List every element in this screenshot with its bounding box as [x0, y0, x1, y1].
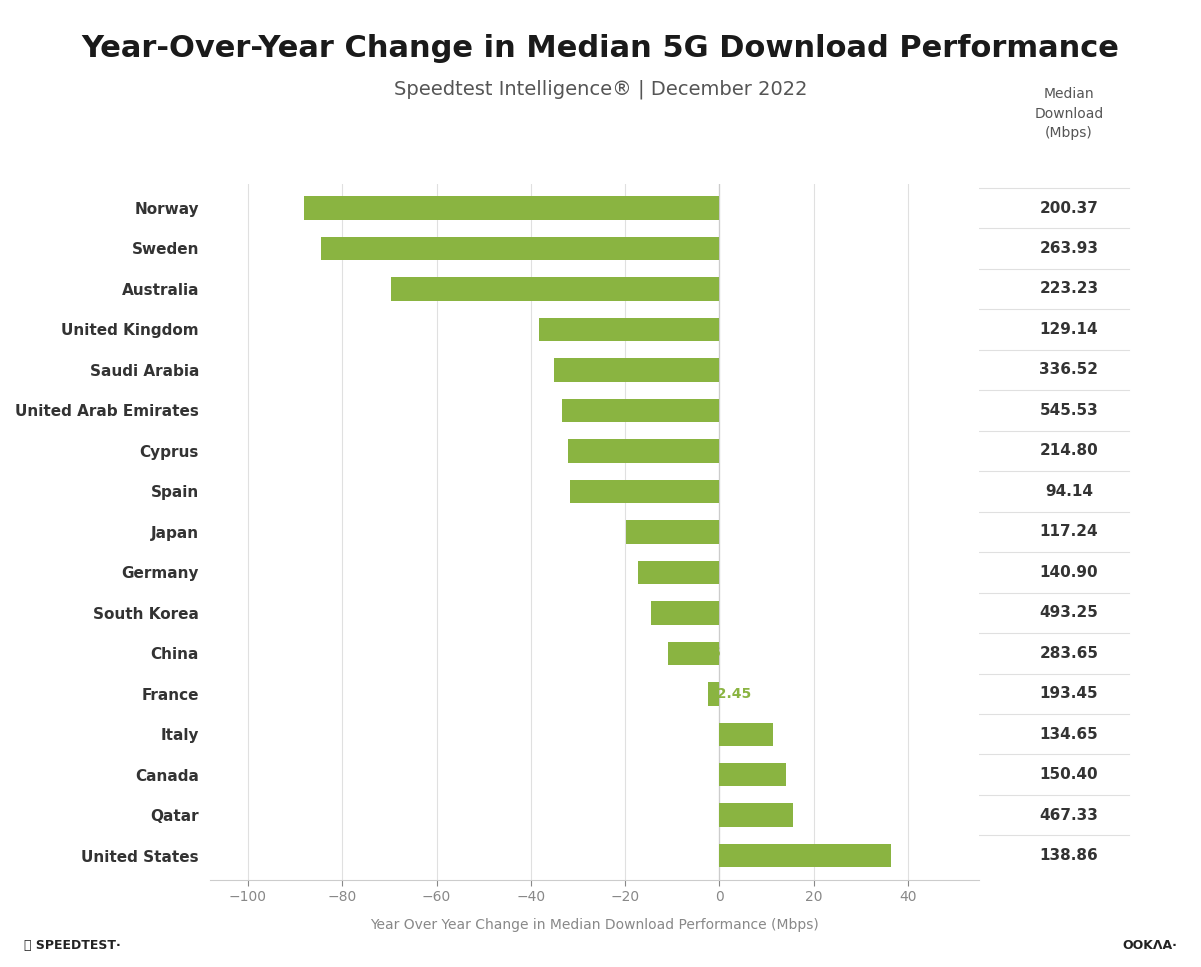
- Bar: [707, 682, 719, 706]
- Bar: [668, 641, 719, 665]
- Text: Median
Download
(Mbps): Median Download (Mbps): [1034, 87, 1104, 140]
- Text: -19.91: -19.91: [629, 525, 679, 539]
- Text: 467.33: 467.33: [1039, 807, 1099, 823]
- Bar: [562, 398, 719, 423]
- Bar: [719, 844, 891, 867]
- Text: 263.93: 263.93: [1039, 241, 1099, 256]
- Bar: [626, 520, 719, 543]
- Text: OOKΛA·: OOKΛA·: [1122, 940, 1177, 952]
- Text: -14.44: -14.44: [655, 605, 705, 620]
- Text: 493.25: 493.25: [1039, 605, 1099, 620]
- Text: 117.24: 117.24: [1040, 524, 1098, 540]
- Text: -69.65: -69.65: [395, 282, 444, 296]
- Text: -88.08: -88.08: [307, 201, 358, 215]
- Text: -32.21: -32.21: [572, 444, 621, 458]
- Text: -84.44: -84.44: [325, 242, 375, 255]
- Text: 283.65: 283.65: [1039, 646, 1099, 660]
- Bar: [554, 358, 719, 382]
- Text: 134.65: 134.65: [1040, 727, 1098, 742]
- Text: 140.90: 140.90: [1040, 565, 1098, 580]
- Text: 545.53: 545.53: [1040, 403, 1098, 418]
- Text: 94.14: 94.14: [1045, 484, 1093, 499]
- Text: -35.18: -35.18: [557, 363, 608, 377]
- Text: 336.52: 336.52: [1039, 363, 1099, 377]
- Text: -31.65: -31.65: [574, 484, 623, 498]
- Bar: [392, 278, 719, 301]
- Text: -17.19: -17.19: [643, 566, 692, 579]
- Text: -2.45: -2.45: [712, 687, 752, 701]
- Text: ⓘ SPEEDTEST·: ⓘ SPEEDTEST·: [24, 940, 121, 952]
- Bar: [568, 439, 719, 462]
- X-axis label: Year Over Year Change in Median Download Performance (Mbps): Year Over Year Change in Median Download…: [370, 919, 819, 932]
- Text: 193.45: 193.45: [1040, 687, 1098, 701]
- Text: -33.31: -33.31: [566, 403, 616, 418]
- Text: 36.35: 36.35: [843, 849, 888, 863]
- Bar: [651, 601, 719, 625]
- Text: 129.14: 129.14: [1040, 322, 1098, 337]
- Text: -10.96: -10.96: [671, 646, 721, 660]
- Bar: [539, 318, 719, 341]
- Text: 138.86: 138.86: [1040, 848, 1098, 864]
- Text: 14.08: 14.08: [737, 768, 782, 781]
- Text: -38.26: -38.26: [543, 322, 592, 337]
- Bar: [304, 196, 719, 220]
- Bar: [719, 763, 785, 786]
- Text: 11.28: 11.28: [724, 727, 769, 742]
- Bar: [570, 480, 719, 503]
- Text: Year-Over-Year Change in Median 5G Download Performance: Year-Over-Year Change in Median 5G Downl…: [82, 34, 1119, 63]
- Text: 214.80: 214.80: [1040, 444, 1098, 458]
- Text: 200.37: 200.37: [1039, 200, 1099, 216]
- Bar: [322, 237, 719, 260]
- Text: Speedtest Intelligence® | December 2022: Speedtest Intelligence® | December 2022: [394, 79, 807, 99]
- Text: 223.23: 223.23: [1039, 281, 1099, 297]
- Text: 150.40: 150.40: [1040, 767, 1098, 782]
- Text: 15.52: 15.52: [745, 808, 789, 822]
- Bar: [719, 804, 793, 827]
- Bar: [639, 561, 719, 584]
- Bar: [719, 722, 772, 746]
